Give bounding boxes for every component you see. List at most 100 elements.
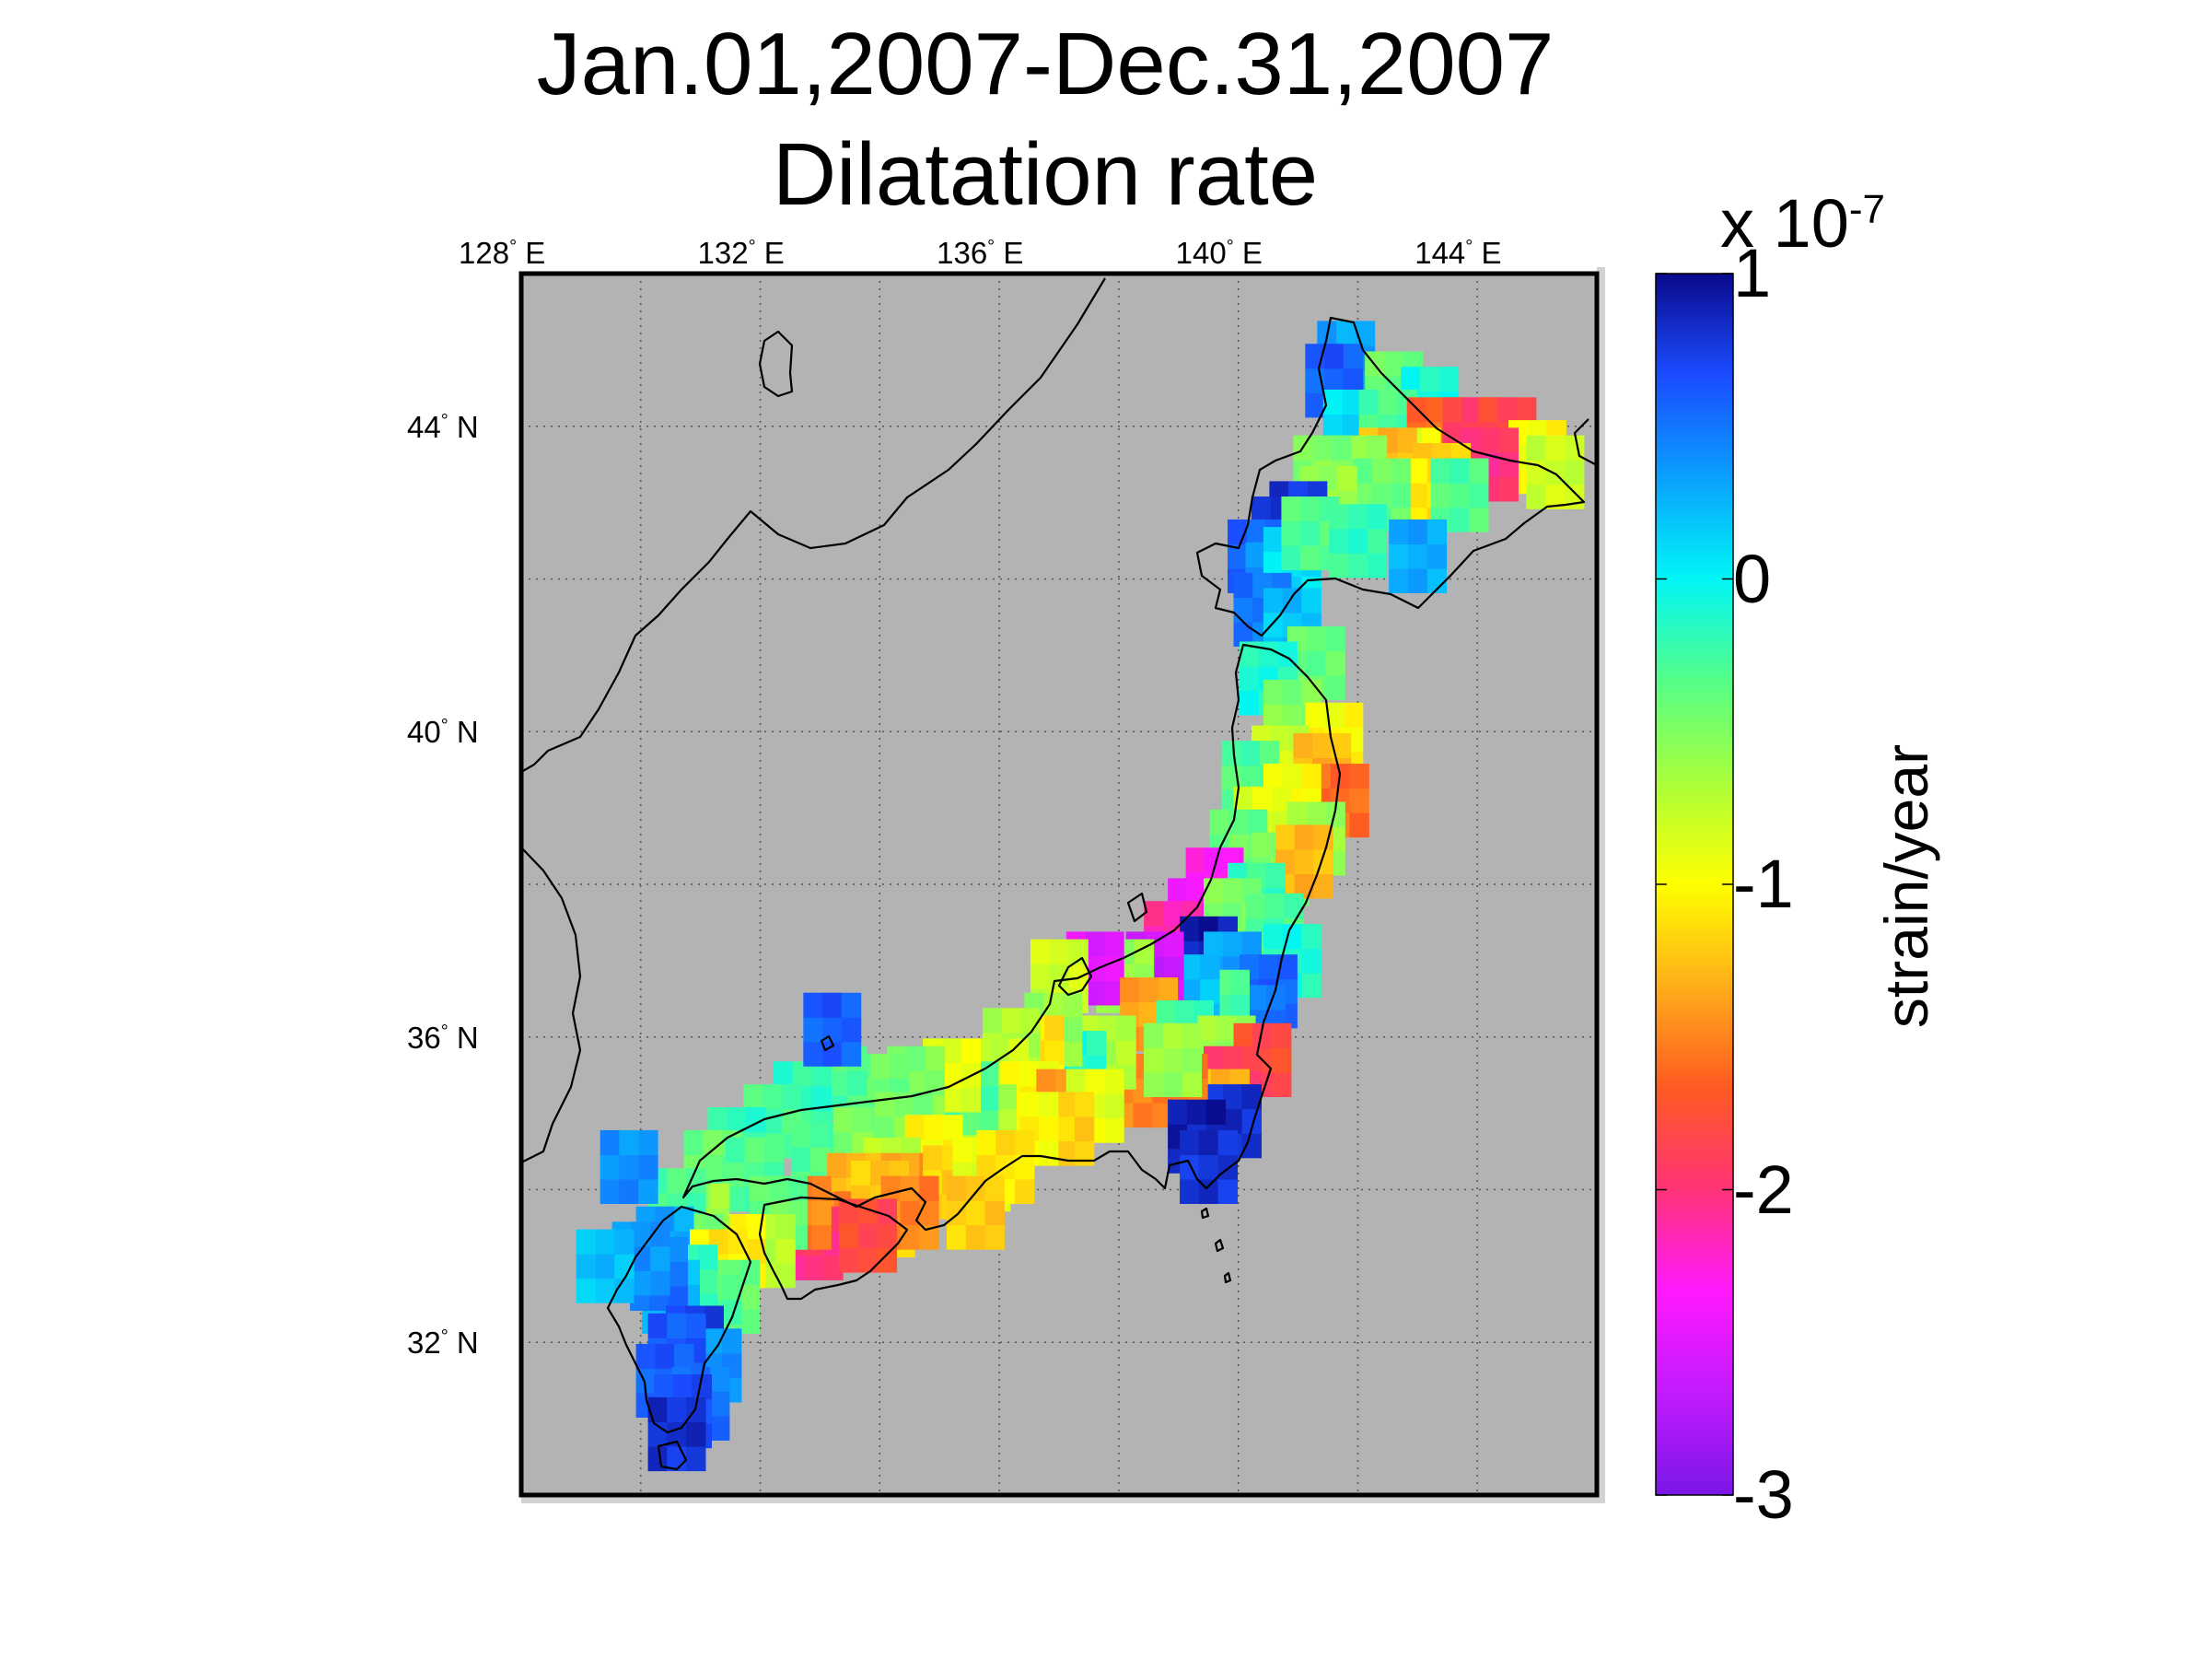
dilatation-cell: [1325, 625, 1345, 651]
dilatation-cell: [725, 1162, 746, 1187]
dilatation-cell: [595, 1229, 615, 1255]
dilatation-cell: [722, 1328, 742, 1354]
dilatation-cell: [1015, 1129, 1035, 1155]
dilatation-cell: [727, 1107, 747, 1133]
dilatation-cell: [1526, 484, 1546, 509]
dilatation-cell: [1198, 1129, 1219, 1155]
dilatation-cell: [600, 1178, 621, 1204]
dilatation-cell: [631, 1270, 651, 1296]
dilatation-cell: [1241, 1084, 1262, 1110]
dilatation-cell: [995, 1129, 1016, 1155]
dilatation-cell: [698, 1244, 718, 1270]
dilatation-cell: [1044, 1040, 1065, 1066]
dilatation-cell: [1358, 390, 1380, 415]
dilatation-cell: [1300, 545, 1321, 571]
dilatation-cell: [1367, 528, 1388, 554]
dilatation-cell: [1442, 397, 1462, 423]
map-frame: [518, 271, 1600, 1498]
dilatation-cell: [828, 1070, 848, 1096]
dilatation-cell: [1348, 435, 1368, 461]
dilatation-cell: [811, 1085, 832, 1111]
dilatation-cell: [1389, 519, 1409, 544]
dilatation-cell: [1301, 679, 1321, 705]
dilatation-cell: [1306, 650, 1326, 676]
dilatation-cell: [1469, 507, 1489, 532]
dilatation-cell: [804, 1255, 824, 1280]
dilatation-cell: [1085, 980, 1105, 1006]
dilatation-cell: [979, 1061, 999, 1087]
dilatation-cell: [1104, 980, 1124, 1006]
dilatation-cell: [1293, 732, 1313, 758]
dilatation-cell: [1233, 572, 1253, 598]
dilatation-cell: [852, 1107, 872, 1133]
dilatation-cell: [744, 1138, 765, 1163]
colorbar-gradient: [1656, 274, 1733, 1495]
dilatation-cell: [704, 1305, 724, 1331]
dilatation-cell: [960, 1038, 981, 1064]
dilatation-cell: [1156, 1000, 1176, 1026]
dilatation-cell: [1065, 1069, 1087, 1094]
dilatation-cell: [1133, 1103, 1153, 1128]
dilatation-cell: [1263, 527, 1284, 553]
dilatation-cell: [1104, 1093, 1124, 1119]
dilatation-cell: [698, 1268, 718, 1294]
dilatation-cell: [749, 1175, 770, 1201]
dilatation-cell: [791, 1122, 811, 1148]
dilatation-cell: [1272, 1071, 1292, 1097]
dilatation-cell: [619, 1154, 639, 1180]
dilatation-cell: [1205, 1099, 1226, 1125]
dilatation-cell: [1241, 931, 1262, 957]
dilatation-cell: [919, 1224, 939, 1250]
dilatation-cell: [1305, 392, 1325, 418]
dilatation-cell: [672, 1374, 693, 1400]
dilatation-cell: [822, 1017, 843, 1043]
dilatation-cell: [1252, 1022, 1273, 1048]
dilatation-cell: [1497, 397, 1518, 423]
dilatation-cell: [1461, 397, 1482, 423]
dilatation-cell: [1372, 458, 1392, 484]
dilatation-cell: [1265, 862, 1286, 888]
dilatation-cell: [1286, 801, 1308, 827]
dilatation-cell: [763, 1108, 783, 1134]
dilatation-cell: [1517, 397, 1537, 423]
dilatation-cell: [1038, 1140, 1059, 1166]
dilatation-cell: [875, 1092, 895, 1117]
dilatation-cell: [600, 1154, 621, 1180]
dilatation-cell: [668, 1285, 688, 1311]
coastline-kyushu: [606, 1205, 752, 1434]
dilatation-cell: [1469, 483, 1489, 508]
dilatation-cell: [1158, 977, 1179, 1003]
dilatation-cell: [638, 1178, 658, 1204]
longitude-label-128: 128° E: [459, 236, 546, 270]
dilatation-cell: [875, 1116, 895, 1141]
colorbar-tick-label: -3: [1733, 1456, 1794, 1533]
dilatation-cell: [889, 1054, 910, 1080]
dilatation-cell: [1498, 476, 1519, 502]
dilatation-cell: [900, 1200, 920, 1226]
dilatation-cell: [823, 1255, 844, 1280]
dilatation-cell: [1498, 451, 1519, 477]
dilatation-cell: [686, 1313, 706, 1338]
dilatation-cell: [1204, 931, 1224, 957]
dilatation-cell: [941, 1087, 962, 1113]
dilatation-cell: [976, 1154, 996, 1180]
dilatation-cell: [1049, 939, 1069, 964]
dilatation-cell: [858, 1198, 879, 1224]
dilatation-cell: [1397, 427, 1417, 453]
dilatation-cell: [1001, 1008, 1022, 1034]
dilatation-cell: [595, 1278, 615, 1303]
dilatation-cell: [1264, 893, 1285, 918]
dilatation-cell: [1015, 1154, 1035, 1180]
dilatation-cell: [1245, 893, 1265, 918]
dilatation-cell: [1044, 1015, 1065, 1041]
colorbar-tick-label: -1: [1733, 846, 1794, 922]
dilatation-cell: [1038, 1092, 1059, 1117]
dilatation-cell: [1248, 809, 1268, 835]
dilatation-cell: [1430, 458, 1450, 484]
dilatation-cell: [1324, 368, 1345, 393]
dilatation-cell: [1312, 435, 1333, 461]
dilatation-cell: [710, 1391, 730, 1417]
latitude-label-36: 36° N: [407, 1020, 479, 1055]
dilatation-cell: [686, 1446, 706, 1472]
